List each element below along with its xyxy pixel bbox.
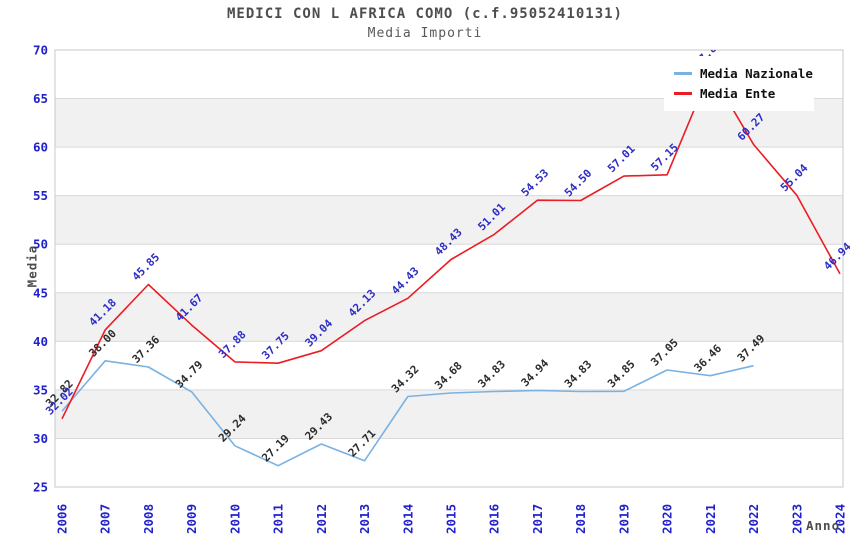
media-ente-value-label: 44.43 xyxy=(389,265,422,298)
media-ente-value-label: 55.04 xyxy=(778,161,811,194)
media-nazionale-value-label: 34.94 xyxy=(519,356,552,389)
media-ente-value-label: 46.94 xyxy=(821,240,850,273)
media-nazionale-value-label: 34.83 xyxy=(475,358,508,391)
y-tick-label: 70 xyxy=(33,43,48,58)
media-nazionale-value-label: 36.46 xyxy=(692,342,725,375)
x-tick-label: 2014 xyxy=(400,504,415,534)
media-ente-value-label: 54.53 xyxy=(519,166,552,199)
plot-band xyxy=(55,195,843,245)
y-tick-label: 35 xyxy=(33,382,48,397)
media-ente-value-label: 45.85 xyxy=(130,251,163,284)
legend: Media Nazionale Media Ente xyxy=(664,56,814,111)
media-nazionale-value-label: 34.68 xyxy=(432,359,465,392)
media-nazionale-value-label: 34.79 xyxy=(173,358,206,391)
x-tick-label: 2011 xyxy=(271,504,286,534)
x-tick-label: 2018 xyxy=(573,504,588,534)
y-tick-label: 30 xyxy=(33,431,48,446)
x-tick-label: 2019 xyxy=(616,504,631,534)
x-tick-label: 2022 xyxy=(746,504,761,534)
x-tick-label: 2017 xyxy=(530,504,545,534)
media-ente-line-swatch xyxy=(674,92,692,95)
page-subtitle: Media Importi xyxy=(367,26,483,41)
x-tick-label: 2020 xyxy=(660,504,675,534)
y-tick-label: 45 xyxy=(33,285,48,300)
x-tick-label: 2013 xyxy=(357,504,372,534)
y-tick-label: 65 xyxy=(33,91,48,106)
y-tick-label: 60 xyxy=(33,140,48,155)
x-tick-label: 2012 xyxy=(314,504,329,534)
y-tick-label: 55 xyxy=(33,188,48,203)
legend-label-media-ente: Media Ente xyxy=(700,86,776,101)
media-nazionale-line xyxy=(61,359,754,467)
x-tick-label: 2023 xyxy=(789,504,804,534)
page-title: MEDICI CON L AFRICA COMO (c.f.9505241013… xyxy=(226,6,623,22)
x-tick-label: 2015 xyxy=(444,504,459,534)
x-tick-label: 2016 xyxy=(487,504,502,534)
y-tick-label: 40 xyxy=(33,334,48,349)
plot-border xyxy=(54,49,844,488)
legend-label-media-nazionale: Media Nazionale xyxy=(700,66,813,81)
media-nazionale-value-label: 34.83 xyxy=(562,358,595,391)
x-tick-label: 2024 xyxy=(833,504,848,534)
plot-band xyxy=(55,389,843,439)
x-tick-label: 2009 xyxy=(184,504,199,534)
media-ente-value-label: 54.50 xyxy=(562,167,595,200)
media-nazionale-value-label: 34.85 xyxy=(605,358,638,391)
x-tick-label: 2021 xyxy=(703,504,718,534)
plot-band xyxy=(55,292,843,342)
legend-item-media-nazionale: Media Nazionale xyxy=(674,66,813,81)
x-tick-label: 2006 xyxy=(55,504,70,534)
y-tick-label: 25 xyxy=(33,480,48,495)
legend-item-media-ente: Media Ente xyxy=(674,86,808,101)
x-tick-label: 2010 xyxy=(227,504,242,534)
media-nazionale-line-swatch xyxy=(674,72,692,75)
y-tick-label: 50 xyxy=(33,237,48,252)
x-tick-label: 2007 xyxy=(98,504,113,534)
x-axis-title: Anno xyxy=(806,518,841,533)
x-tick-label: 2008 xyxy=(141,504,156,534)
